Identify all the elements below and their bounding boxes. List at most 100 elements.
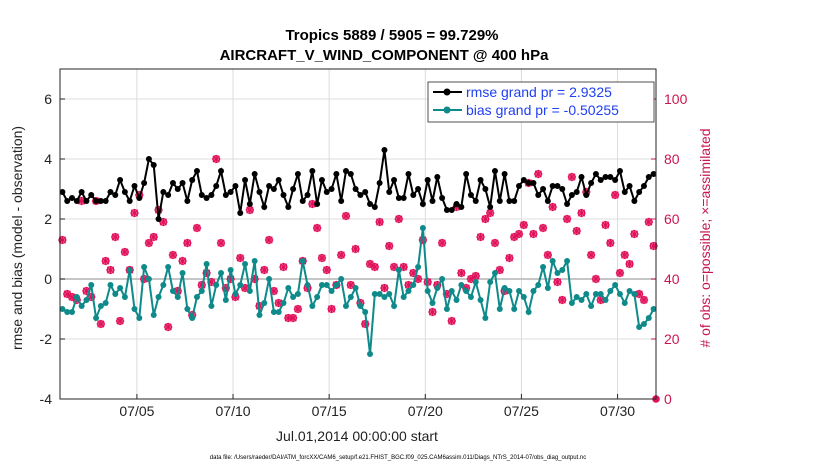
- bias-point: [443, 306, 450, 312]
- rmse-point: [237, 210, 244, 216]
- bias-point: [525, 309, 532, 315]
- obs-assimilated-marker: [130, 208, 139, 218]
- bias-point: [218, 270, 225, 276]
- rmse-point: [232, 183, 239, 189]
- bias-point: [242, 261, 249, 267]
- rmse-point: [640, 183, 647, 189]
- bias-point: [270, 309, 277, 315]
- bias-point: [602, 297, 609, 303]
- bias-point: [203, 261, 210, 267]
- bias-point: [424, 288, 431, 294]
- obs-assimilated-marker: [260, 265, 269, 275]
- right-y-tick-label: 100: [664, 91, 688, 107]
- rmse-point: [131, 183, 138, 189]
- y-tick-label: 0: [44, 271, 52, 287]
- bias-point: [631, 291, 638, 297]
- bias-point: [472, 279, 479, 285]
- bias-point: [367, 351, 374, 357]
- bias-point: [227, 267, 234, 273]
- rmse-point: [367, 201, 374, 207]
- chart-title-line1: Tropics 5889 / 5905 = 99.729%: [285, 27, 498, 44]
- bias-point: [179, 270, 186, 276]
- bias-point: [294, 291, 301, 297]
- rmse-point: [424, 177, 431, 183]
- obs-assimilated-marker: [389, 262, 399, 272]
- rmse-point: [568, 192, 575, 198]
- bias-line: [61, 227, 655, 355]
- bias-point: [434, 285, 441, 291]
- bias-point: [506, 288, 513, 294]
- bias-point: [145, 276, 152, 282]
- rmse-point: [251, 171, 258, 177]
- obs-assimilated-marker: [610, 190, 620, 200]
- rmse-point: [145, 156, 152, 162]
- obs-assimilated-marker: [577, 208, 586, 218]
- rmse-point: [540, 186, 547, 192]
- obs-assimilated-marker: [106, 265, 115, 275]
- bias-point: [131, 306, 138, 312]
- rmse-point: [218, 168, 225, 174]
- obs-assimilated-marker: [519, 220, 528, 230]
- bias-point: [626, 288, 633, 294]
- obs-assimilated-marker: [644, 217, 653, 227]
- obs-assimilated-marker: [82, 286, 91, 296]
- obs-assimilated-marker: [413, 274, 423, 284]
- bias-point: [69, 309, 76, 315]
- rmse-point: [88, 192, 95, 198]
- obs-assimilated-marker: [649, 241, 658, 251]
- bias-point: [88, 282, 95, 288]
- obs-assimilated-marker: [168, 250, 178, 260]
- rmse-point: [318, 177, 325, 183]
- bias-point: [112, 291, 119, 297]
- bias-point: [174, 294, 181, 300]
- rmse-point: [472, 198, 479, 204]
- obs-assimilated-marker: [461, 283, 471, 293]
- obs-assimilated-marker: [567, 172, 577, 182]
- obs-assimilated-marker: [346, 280, 355, 290]
- rmse-point: [227, 189, 234, 195]
- bias-point: [198, 288, 205, 294]
- bias-point: [597, 291, 604, 297]
- bias-point: [184, 306, 191, 312]
- bias-point: [400, 294, 407, 300]
- obs-assimilated-marker: [284, 313, 293, 323]
- series-lines: [59, 147, 657, 357]
- rmse-point: [160, 189, 167, 195]
- obs-assimilated-marker: [245, 205, 255, 215]
- rmse-point: [491, 168, 498, 174]
- obs-assimilated-marker: [529, 229, 538, 239]
- bias-point: [97, 303, 104, 309]
- x-tick-label: 07/25: [504, 403, 539, 419]
- rmse-point: [165, 192, 172, 198]
- obs-assimilated-marker: [586, 250, 596, 260]
- obs-assimilated-marker: [327, 304, 336, 314]
- obs-assimilated-marker: [370, 262, 379, 272]
- obs-assimilated-marker: [615, 268, 625, 278]
- rmse-point: [419, 201, 426, 207]
- obs-assimilated-marker: [264, 235, 274, 245]
- bias-point: [535, 282, 542, 288]
- obs-assimilated-marker: [183, 238, 192, 248]
- obs-assimilated-marker: [476, 232, 485, 242]
- rmse-point: [395, 195, 402, 201]
- obs-assimilated-marker: [538, 223, 548, 233]
- bias-point: [318, 282, 325, 288]
- y-tick-label: 4: [44, 151, 52, 167]
- rmse-point: [578, 174, 585, 180]
- rmse-point: [467, 192, 474, 198]
- bias-point: [314, 294, 321, 300]
- rmse-point: [554, 183, 561, 189]
- rmse-point: [511, 198, 518, 204]
- right-y-axis-label: # of obs: o=possible; ×=assimilated: [697, 128, 713, 347]
- rmse-point: [328, 186, 335, 192]
- obs-assimilated-marker: [240, 283, 250, 293]
- bias-point: [323, 282, 330, 288]
- bias-point: [237, 282, 244, 288]
- obs-assimilated-marker: [207, 277, 216, 287]
- rmse-point: [97, 198, 104, 204]
- rmse-point: [371, 204, 378, 210]
- bias-point: [583, 291, 590, 297]
- rmse-point: [463, 171, 470, 177]
- obs-assimilated-marker: [192, 223, 202, 233]
